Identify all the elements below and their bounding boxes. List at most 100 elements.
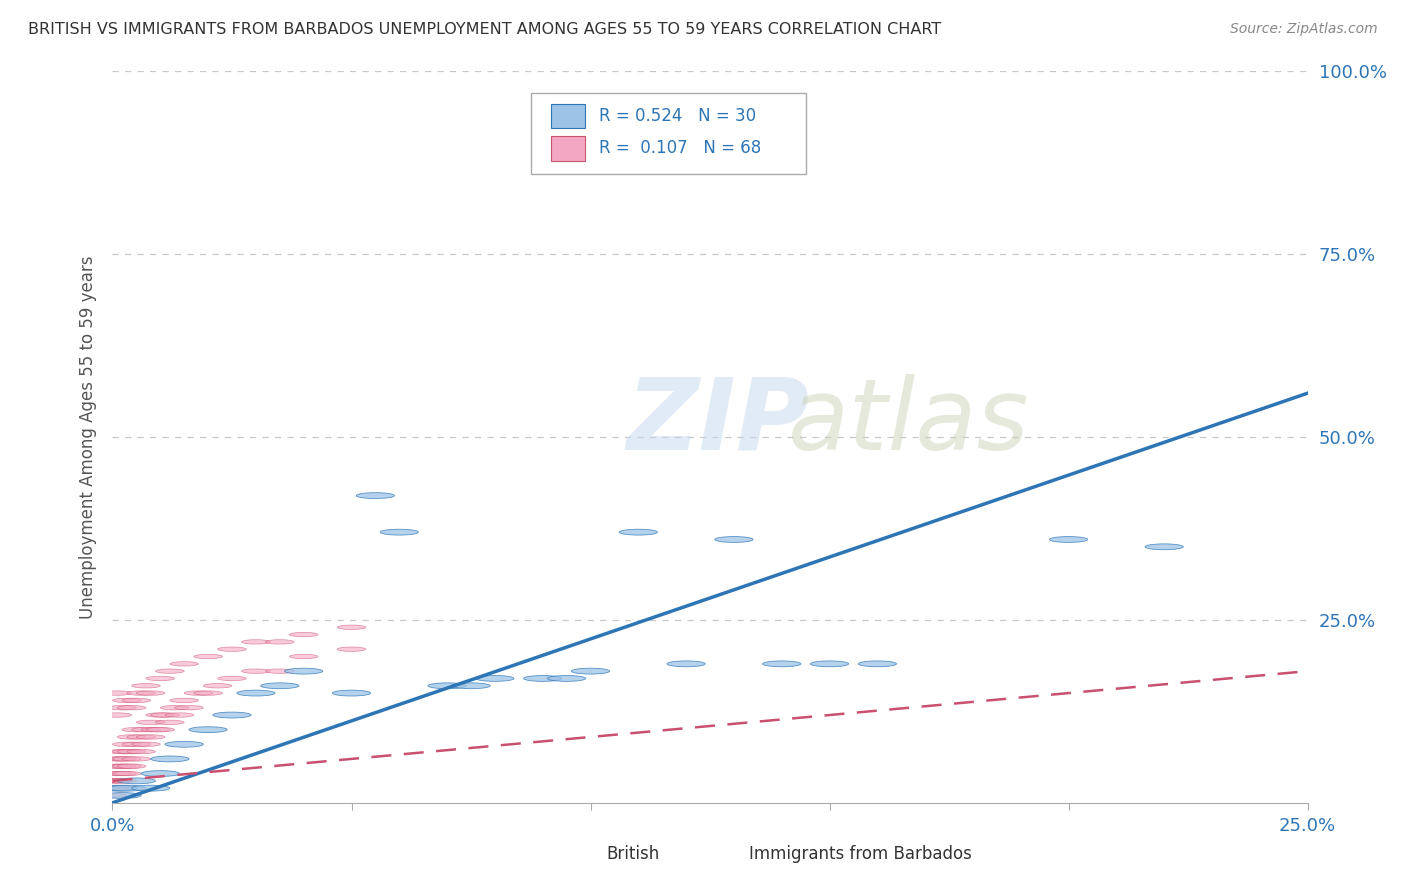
Circle shape [98, 786, 127, 790]
Circle shape [150, 713, 180, 717]
Circle shape [108, 786, 136, 790]
Circle shape [170, 698, 198, 703]
Circle shape [284, 668, 323, 674]
Circle shape [218, 647, 246, 651]
Circle shape [112, 772, 141, 776]
Circle shape [136, 735, 165, 739]
FancyBboxPatch shape [551, 136, 585, 161]
Circle shape [156, 669, 184, 673]
Circle shape [156, 720, 184, 724]
Circle shape [117, 706, 146, 710]
Circle shape [146, 676, 174, 681]
Circle shape [146, 728, 174, 731]
Circle shape [117, 749, 146, 754]
Circle shape [103, 764, 132, 768]
Circle shape [290, 632, 318, 637]
Circle shape [103, 772, 132, 776]
Circle shape [108, 749, 136, 754]
Circle shape [132, 683, 160, 688]
Circle shape [188, 727, 228, 732]
Circle shape [103, 793, 141, 798]
Circle shape [1144, 544, 1184, 549]
Circle shape [122, 728, 150, 731]
Circle shape [103, 786, 132, 790]
Circle shape [160, 706, 188, 710]
Circle shape [170, 662, 198, 666]
Circle shape [103, 756, 132, 761]
Circle shape [242, 669, 270, 673]
Circle shape [141, 728, 170, 731]
Circle shape [136, 691, 165, 695]
Circle shape [127, 749, 156, 754]
Circle shape [132, 728, 160, 731]
FancyBboxPatch shape [551, 103, 585, 128]
Circle shape [136, 720, 165, 724]
Circle shape [858, 661, 897, 666]
Circle shape [762, 661, 801, 666]
Circle shape [122, 742, 150, 747]
Circle shape [218, 676, 246, 681]
Y-axis label: Unemployment Among Ages 55 to 59 years: Unemployment Among Ages 55 to 59 years [79, 255, 97, 619]
Circle shape [150, 756, 188, 762]
Circle shape [810, 661, 849, 666]
Circle shape [475, 675, 515, 681]
Text: R = 0.524   N = 30: R = 0.524 N = 30 [599, 107, 756, 125]
Circle shape [108, 706, 136, 710]
Circle shape [194, 655, 222, 658]
FancyBboxPatch shape [531, 94, 806, 174]
Text: BRITISH VS IMMIGRANTS FROM BARBADOS UNEMPLOYMENT AMONG AGES 55 TO 59 YEARS CORRE: BRITISH VS IMMIGRANTS FROM BARBADOS UNEM… [28, 22, 942, 37]
Circle shape [112, 698, 141, 703]
Circle shape [132, 742, 160, 747]
Circle shape [666, 661, 706, 666]
Circle shape [141, 771, 180, 776]
Circle shape [165, 713, 194, 717]
Circle shape [337, 647, 366, 651]
Circle shape [103, 779, 132, 783]
Text: ZIP: ZIP [627, 374, 810, 471]
Circle shape [132, 785, 170, 791]
Circle shape [117, 735, 146, 739]
Circle shape [112, 756, 141, 761]
Circle shape [127, 691, 156, 695]
FancyBboxPatch shape [710, 845, 740, 863]
Circle shape [356, 492, 395, 499]
Circle shape [523, 675, 562, 681]
Circle shape [108, 764, 136, 768]
Circle shape [103, 786, 132, 790]
Circle shape [184, 691, 212, 695]
Text: British: British [606, 845, 659, 863]
Circle shape [547, 675, 586, 681]
Circle shape [122, 756, 150, 761]
Circle shape [714, 537, 754, 542]
Circle shape [117, 778, 156, 784]
Circle shape [337, 625, 366, 630]
Circle shape [98, 785, 136, 791]
Circle shape [108, 756, 136, 761]
Circle shape [98, 793, 127, 797]
Circle shape [112, 742, 141, 747]
Text: Immigrants from Barbados: Immigrants from Barbados [749, 845, 973, 863]
Circle shape [266, 669, 294, 673]
Circle shape [571, 668, 610, 674]
Text: atlas: atlas [787, 374, 1029, 471]
Circle shape [103, 779, 132, 783]
FancyBboxPatch shape [567, 845, 596, 863]
Circle shape [165, 741, 204, 747]
Circle shape [236, 690, 276, 696]
Circle shape [451, 683, 491, 689]
Circle shape [117, 764, 146, 768]
Circle shape [1049, 537, 1088, 542]
Circle shape [260, 683, 299, 689]
Text: Source: ZipAtlas.com: Source: ZipAtlas.com [1230, 22, 1378, 37]
Circle shape [103, 713, 132, 717]
Text: R =  0.107   N = 68: R = 0.107 N = 68 [599, 139, 761, 157]
Circle shape [112, 749, 141, 754]
Circle shape [127, 735, 156, 739]
Circle shape [242, 640, 270, 644]
Circle shape [266, 640, 294, 644]
Circle shape [108, 779, 136, 783]
Circle shape [212, 712, 252, 718]
Circle shape [112, 764, 141, 768]
Circle shape [290, 655, 318, 658]
Circle shape [427, 683, 467, 689]
